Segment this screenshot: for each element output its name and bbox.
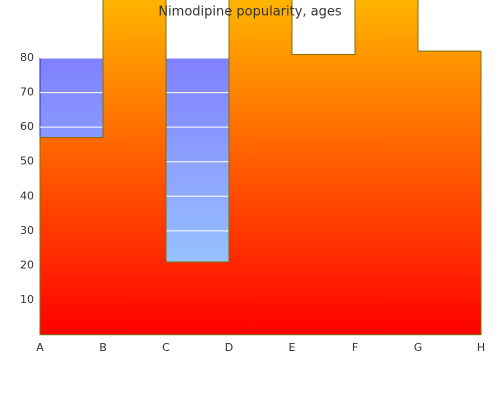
x-tick-label: D (225, 341, 233, 354)
y-tick-label: 50 (20, 155, 34, 168)
series-layer (39, 0, 482, 336)
label-layer: 10 20 30 40 50 60 70 80 A B C D E F G H (20, 51, 485, 354)
y-tick-label: 30 (20, 224, 34, 237)
y-tick-label: 60 (20, 120, 34, 133)
x-tick-label: C (162, 341, 170, 354)
x-tick-label: G (414, 341, 423, 354)
x-tick-label: E (289, 341, 296, 354)
x-tick-label: B (99, 341, 107, 354)
y-tick-label: 70 (20, 86, 34, 99)
step-area (39, 0, 482, 336)
x-tick-label: F (352, 341, 358, 354)
y-tick-label: 40 (20, 189, 34, 202)
y-tick-label: 20 (20, 258, 34, 271)
x-tick-label: A (36, 341, 44, 354)
chart-title: Nimodipine popularity, ages (158, 5, 342, 20)
y-tick-label: 10 (20, 293, 34, 306)
x-tick-label: H (477, 341, 485, 354)
y-tick-label: 80 (20, 51, 34, 64)
